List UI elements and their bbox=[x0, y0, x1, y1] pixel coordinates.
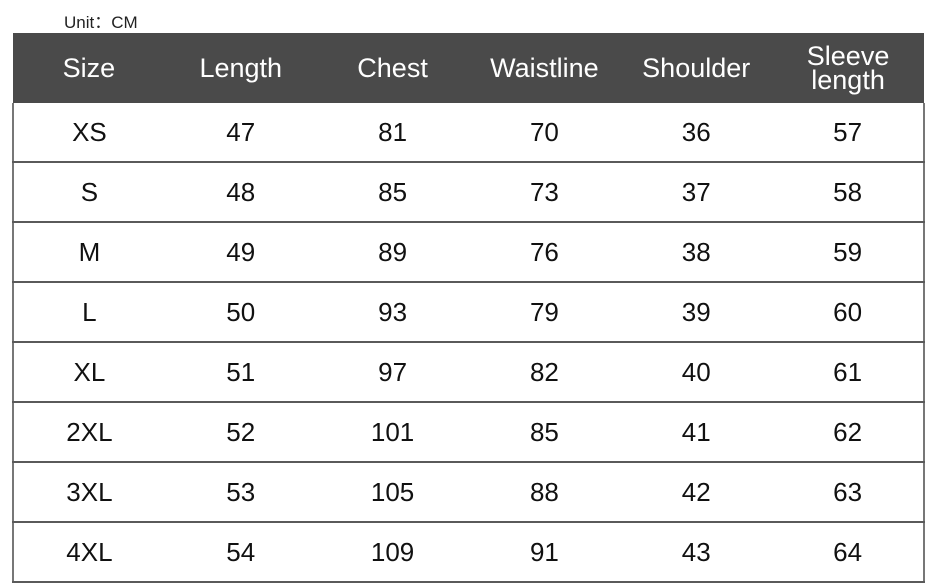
table-cell: 79 bbox=[468, 282, 621, 343]
table-cell: 105 bbox=[316, 462, 469, 523]
size-chart-table: Size Length Chest Waistline Shoulder Sleeve l… bbox=[12, 33, 925, 583]
table-cell: 85 bbox=[468, 402, 621, 463]
table-row: M 49 89 76 38 59 bbox=[12, 222, 925, 283]
table-row: XS 47 81 70 36 57 bbox=[12, 103, 925, 163]
column-header: Length bbox=[164, 33, 317, 103]
table-cell: 39 bbox=[620, 282, 773, 343]
table-cell: 48 bbox=[164, 162, 317, 223]
table-cell: L bbox=[12, 282, 165, 343]
table-cell: XS bbox=[12, 103, 165, 163]
column-header: Waistline bbox=[468, 33, 621, 103]
table-cell: 57 bbox=[772, 103, 925, 163]
table-cell: 60 bbox=[772, 282, 925, 343]
table-cell: 89 bbox=[316, 222, 469, 283]
table-cell: 43 bbox=[620, 522, 773, 583]
table-cell: 97 bbox=[316, 342, 469, 403]
table-cell: 91 bbox=[468, 522, 621, 583]
table-cell: 51 bbox=[164, 342, 317, 403]
header-row: Size Length Chest Waistline Shoulder Sleeve l… bbox=[13, 33, 924, 103]
table-cell: 101 bbox=[316, 402, 469, 463]
column-header: Shoulder bbox=[620, 33, 773, 103]
table-cell: 73 bbox=[468, 162, 621, 223]
table-row: 4XL 54 109 91 43 64 bbox=[12, 522, 925, 583]
table-cell: 64 bbox=[772, 522, 925, 583]
table-cell: 47 bbox=[164, 103, 317, 163]
table-row: S 48 85 73 37 58 bbox=[12, 162, 925, 223]
table-cell: 50 bbox=[164, 282, 317, 343]
table-cell: 38 bbox=[620, 222, 773, 283]
table-cell: 93 bbox=[316, 282, 469, 343]
table-cell: 41 bbox=[620, 402, 773, 463]
table-cell: 85 bbox=[316, 162, 469, 223]
table-row: 2XL 52 101 85 41 62 bbox=[12, 402, 925, 463]
unit-label: Unit：CM bbox=[64, 13, 138, 32]
column-header: Sleeve length bbox=[772, 33, 924, 103]
table-cell: 53 bbox=[164, 462, 317, 523]
table-cell: 82 bbox=[468, 342, 621, 403]
column-header: Chest bbox=[316, 33, 469, 103]
table-row: L 50 93 79 39 60 bbox=[12, 282, 925, 343]
table-cell: 3XL bbox=[12, 462, 165, 523]
table-cell: 36 bbox=[620, 103, 773, 163]
table-cell: 62 bbox=[772, 402, 925, 463]
table-cell: 109 bbox=[316, 522, 469, 583]
column-header: Size bbox=[13, 33, 165, 103]
table-cell: 59 bbox=[772, 222, 925, 283]
table-cell: 63 bbox=[772, 462, 925, 523]
table-cell: S bbox=[12, 162, 165, 223]
table-row: XL 51 97 82 40 61 bbox=[12, 342, 925, 403]
table-cell: 52 bbox=[164, 402, 317, 463]
table-cell: 81 bbox=[316, 103, 469, 163]
table-cell: 76 bbox=[468, 222, 621, 283]
table-cell: 49 bbox=[164, 222, 317, 283]
table-cell: 4XL bbox=[12, 522, 165, 583]
table-cell: 37 bbox=[620, 162, 773, 223]
table-cell: 2XL bbox=[12, 402, 165, 463]
table-cell: 70 bbox=[468, 103, 621, 163]
table-cell: XL bbox=[12, 342, 165, 403]
table-cell: 61 bbox=[772, 342, 925, 403]
table-cell: 40 bbox=[620, 342, 773, 403]
table-cell: 58 bbox=[772, 162, 925, 223]
table-cell: 42 bbox=[620, 462, 773, 523]
table-cell: 88 bbox=[468, 462, 621, 523]
table-cell: M bbox=[12, 222, 165, 283]
table-cell: 54 bbox=[164, 522, 317, 583]
table-row: 3XL 53 105 88 42 63 bbox=[12, 462, 925, 523]
